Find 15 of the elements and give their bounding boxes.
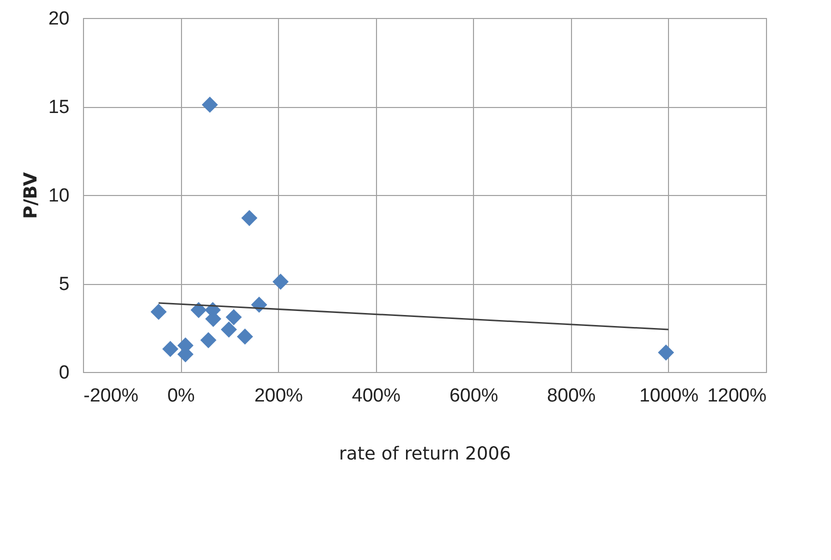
x-tick-label: 400% bbox=[352, 386, 401, 406]
x-tick-label: 600% bbox=[449, 386, 498, 406]
x-axis-title: rate of return 2006 bbox=[339, 444, 511, 464]
x-tick-label: 200% bbox=[254, 386, 304, 406]
x-tick-label: 800% bbox=[547, 386, 596, 406]
y-tick-label: 0 bbox=[58, 362, 70, 384]
x-tick-label: -200% bbox=[84, 386, 139, 406]
y-tick-label: 5 bbox=[58, 274, 70, 295]
y-tick-label: 20 bbox=[48, 8, 70, 30]
y-tick-label: 10 bbox=[48, 186, 70, 206]
y-tick-label: 15 bbox=[48, 97, 70, 118]
y-axis-title: P/BV bbox=[20, 172, 42, 219]
x-tick-label: 1200% bbox=[707, 386, 767, 406]
x-tick-label: 0% bbox=[167, 386, 195, 406]
x-tick-label: 1000% bbox=[639, 386, 699, 406]
